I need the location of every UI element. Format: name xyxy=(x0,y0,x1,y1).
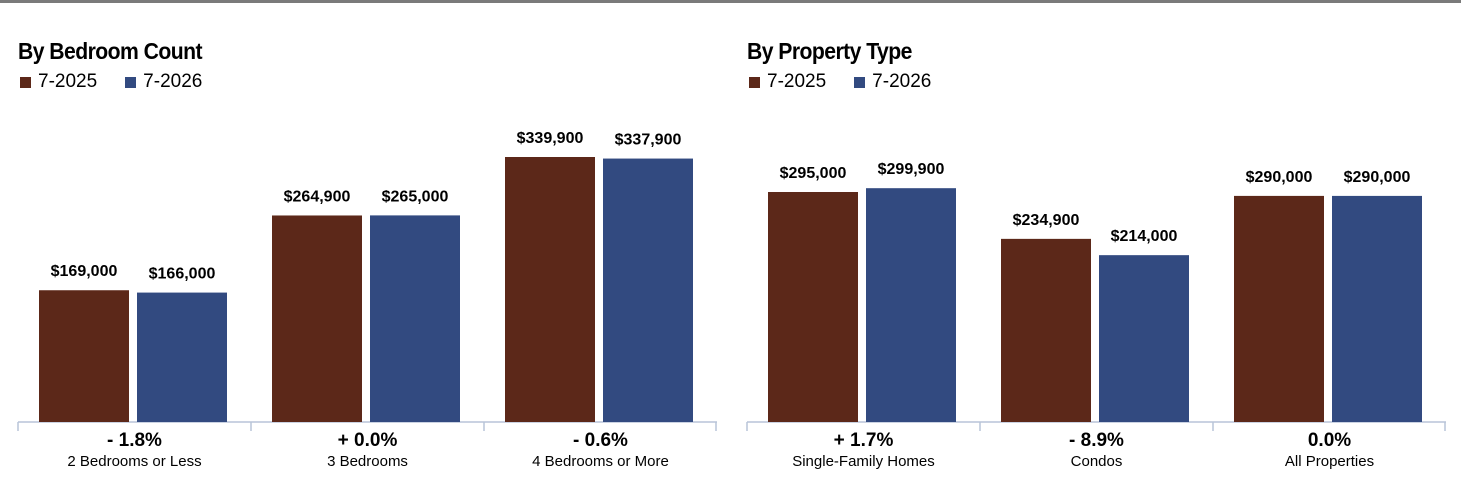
data-label: $265,000 xyxy=(382,188,449,205)
bar-plot: $169,000 $166,000 $264,900 $265,000 $339,900… xyxy=(17,130,717,431)
data-label: $234,900 xyxy=(1013,212,1080,229)
data-label: $290,000 xyxy=(1246,169,1313,186)
bar-7-2026-all-properties xyxy=(1332,195,1422,422)
legend-item-2026: 7-2026 xyxy=(125,71,202,93)
category-label: Condos xyxy=(1070,453,1123,470)
chart-title: By Property Type xyxy=(747,38,912,64)
percent-change-label: - 8.9% xyxy=(1069,430,1124,451)
data-label: $264,900 xyxy=(284,188,351,205)
data-label: $166,000 xyxy=(149,266,216,283)
legend-swatch-2026 xyxy=(125,76,137,88)
category-label: 2 Bedrooms or Less xyxy=(67,453,202,470)
data-label: $337,900 xyxy=(615,132,682,149)
category-label: 3 Bedrooms xyxy=(327,453,408,470)
category-label: All Properties xyxy=(1284,453,1375,470)
property-type-chart: By Property Type 7-2025 7-2026 $295,000 $… xyxy=(746,0,1447,492)
legend-label-2026: 7-2026 xyxy=(872,71,932,92)
bar-7-2025-all-properties xyxy=(1234,195,1324,422)
bar-7-2026-2-bedrooms-or-less xyxy=(137,292,227,422)
legend-item-2026: 7-2026 xyxy=(854,71,931,93)
legend-swatch-2025 xyxy=(749,76,760,88)
legend-label-2026: 7-2026 xyxy=(143,71,203,92)
data-label: $295,000 xyxy=(780,165,847,182)
bar-7-2026-4-bedrooms-or-more xyxy=(603,158,693,423)
bar-7-2025-3-bedrooms xyxy=(272,215,362,422)
category-group-label: - 8.9% Condos xyxy=(980,430,1213,472)
legend-item-2025: 7-2025 xyxy=(749,71,826,93)
percent-change-label: - 1.8% xyxy=(107,430,162,451)
legend: 7-2025 7-2026 xyxy=(20,71,202,93)
legend-label-2025: 7-2025 xyxy=(767,71,827,92)
bar-7-2025-single-family-homes xyxy=(768,192,858,422)
bar-7-2026-3-bedrooms xyxy=(370,215,460,422)
top-rule xyxy=(0,0,1461,3)
legend-swatch-2025 xyxy=(20,76,31,88)
percent-change-label: - 0.6% xyxy=(573,430,628,451)
category-group-label: + 1.7% Single-Family Homes xyxy=(747,430,980,472)
data-label: $290,000 xyxy=(1344,169,1411,186)
bar-7-2025-2-bedrooms-or-less xyxy=(39,290,129,422)
legend-label-2025: 7-2025 xyxy=(38,71,98,92)
percent-change-label: + 0.0% xyxy=(337,430,398,451)
category-label: Single-Family Homes xyxy=(792,453,935,470)
legend-swatch-2026 xyxy=(854,76,866,88)
data-label: $169,000 xyxy=(51,263,118,280)
category-group-label: - 0.6% 4 Bedrooms or More xyxy=(484,430,717,472)
legend: 7-2025 7-2026 xyxy=(749,71,931,93)
bar-plot: $295,000 $299,900 $234,900 $214,000 $290,000… xyxy=(746,161,1446,431)
category-group-label: - 1.8% 2 Bedrooms or Less xyxy=(18,430,251,472)
data-label: $299,900 xyxy=(878,161,945,178)
bedroom-count-chart: By Bedroom Count 7-2025 7-2026 $169,000 $… xyxy=(17,0,718,492)
category-group-label: 0.0% All Properties xyxy=(1213,430,1446,472)
bar-7-2025-4-bedrooms-or-more xyxy=(505,157,595,422)
category-group-label: + 0.0% 3 Bedrooms xyxy=(251,430,484,472)
percent-change-label: 0.0% xyxy=(1307,430,1352,451)
bar-7-2026-single-family-homes xyxy=(866,188,956,422)
percent-change-label: + 1.7% xyxy=(833,430,894,451)
data-label: $339,900 xyxy=(517,130,584,147)
data-label: $214,000 xyxy=(1111,228,1178,245)
category-label: 4 Bedrooms or More xyxy=(532,453,669,470)
chart-title: By Bedroom Count xyxy=(18,38,203,64)
bar-7-2026-condos xyxy=(1099,255,1189,422)
legend-item-2025: 7-2025 xyxy=(20,71,97,93)
bar-7-2025-condos xyxy=(1001,238,1091,422)
